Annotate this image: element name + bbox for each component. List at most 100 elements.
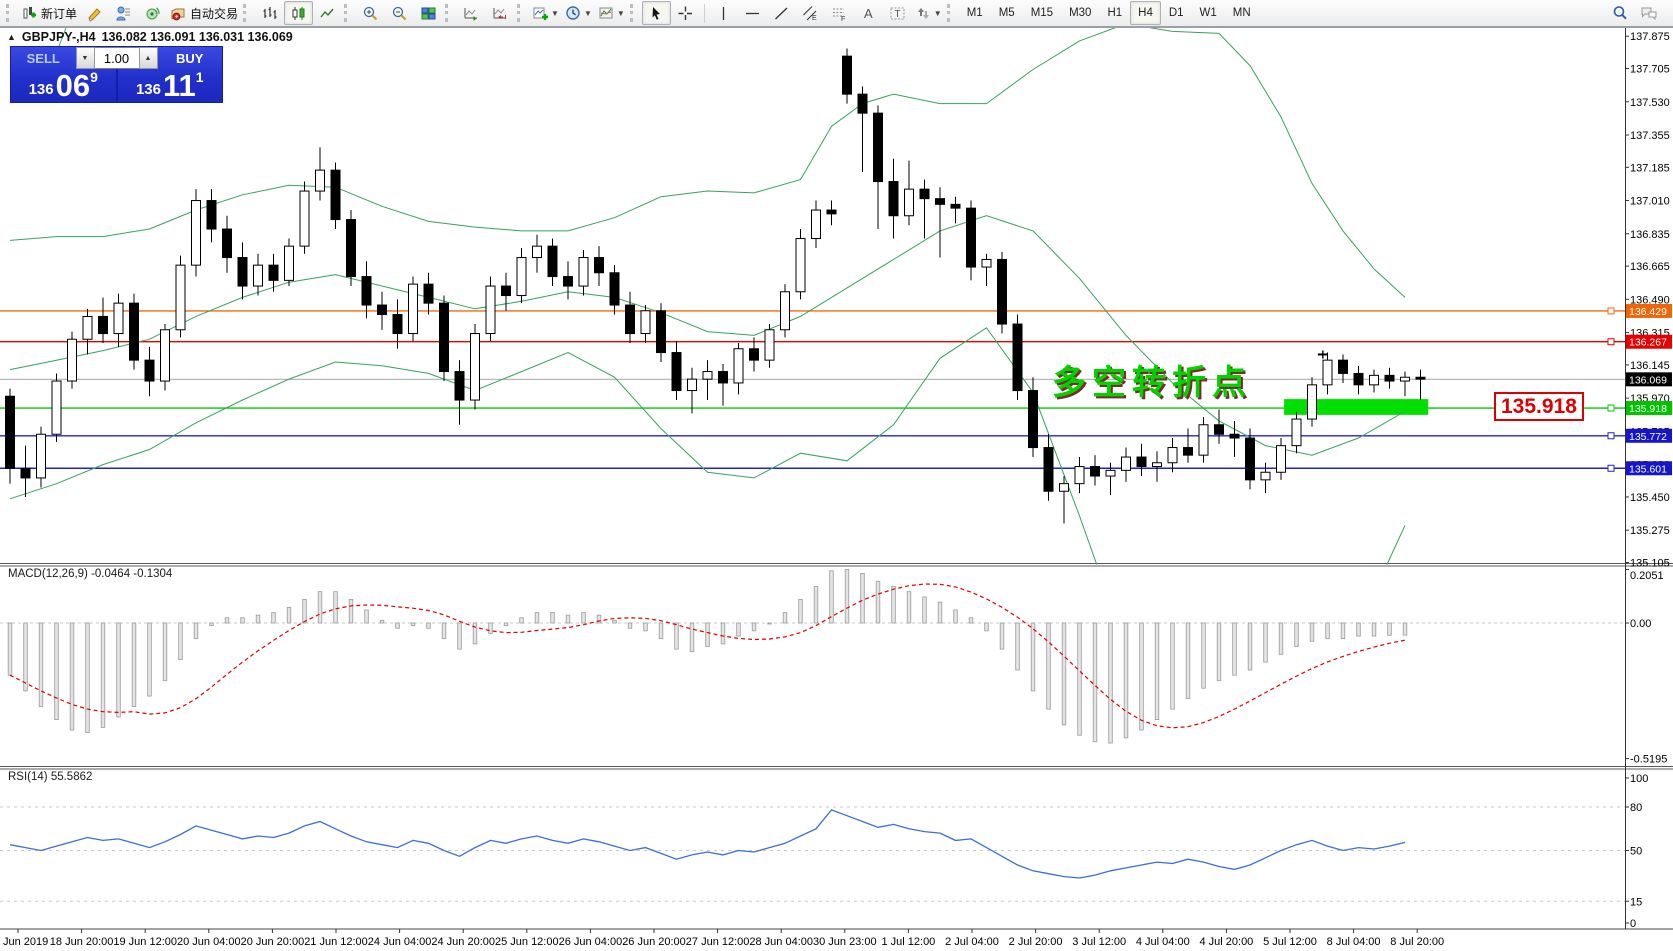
zoom-out-button[interactable] — [385, 1, 414, 25]
search-icon — [1613, 6, 1627, 20]
macd-histogram-bar — [1108, 622, 1113, 744]
timeframe-button-MN[interactable]: MN — [1232, 7, 1251, 19]
signal-button[interactable] — [138, 1, 167, 25]
timeframe-button-M1[interactable]: M1 — [966, 7, 983, 19]
crosshair-button[interactable] — [671, 1, 700, 25]
bollinger-bands — [9, 28, 1406, 565]
candle-down — [842, 55, 852, 95]
candle-up — [1260, 471, 1271, 481]
chart-shift-button[interactable] — [486, 1, 515, 25]
signal-icon — [146, 6, 160, 19]
candle-up — [1105, 469, 1116, 477]
candle-down — [330, 169, 341, 221]
candle-up — [284, 245, 294, 281]
sell-button[interactable]: SELL — [26, 50, 60, 66]
timeframe-bar: M1 M5 M15 M30 H1 H4 D1 W1 MN — [959, 1, 1259, 25]
timeframe-button-W1[interactable]: W1 — [1199, 7, 1217, 19]
timeframe-button-D1[interactable]: D1 — [1168, 7, 1184, 19]
toolbar-grip[interactable] — [946, 4, 955, 22]
templates-button[interactable]: ▼ — [595, 1, 628, 25]
rsi-tick-label: 80 — [1630, 802, 1642, 814]
collapse-trade-panel-arrow[interactable]: ▲ — [7, 32, 16, 42]
fibonacci-button[interactable]: F — [825, 1, 854, 25]
highlight-rectangle[interactable] — [1284, 399, 1429, 415]
cursor-button[interactable] — [641, 1, 671, 25]
volume-input[interactable] — [94, 47, 139, 69]
toolbar-grip[interactable] — [243, 4, 251, 22]
candle-down — [749, 348, 759, 361]
macd-histogram-bar — [937, 601, 943, 624]
buy-button[interactable]: BUY — [176, 50, 204, 66]
timeframe-button-M15[interactable]: M15 — [1030, 7, 1054, 19]
candle-up — [578, 257, 589, 287]
macd-histogram-bar — [224, 617, 230, 624]
price-label-box[interactable]: 135.918 — [1494, 392, 1584, 421]
candle-down — [392, 314, 403, 335]
vertical-line-button[interactable] — [709, 1, 738, 25]
new-chart-button[interactable] — [80, 1, 109, 25]
macd-histogram-bar — [1232, 622, 1237, 676]
time-tick-label: 30 Jun 23:00 — [813, 936, 877, 948]
new-order-button[interactable]: 新订单 — [18, 1, 80, 25]
rsi-line — [9, 809, 1406, 879]
chat-button[interactable] — [1634, 1, 1663, 25]
candle-down — [671, 352, 682, 392]
macd-histogram-bar — [1278, 622, 1284, 655]
autotrading-button[interactable]: 自动交易 — [167, 1, 241, 25]
ohlc-values: 136.082 136.091 136.031 136.069 — [101, 30, 293, 44]
buy-price[interactable]: 136 11 1 — [118, 69, 223, 102]
text-button[interactable]: A — [854, 1, 883, 25]
timeframe-button-M30[interactable]: M30 — [1069, 7, 1092, 19]
macd-histogram-bar — [736, 622, 741, 637]
bar-chart-button[interactable] — [255, 1, 284, 25]
candlestick-chart-button[interactable] — [284, 1, 314, 25]
candle-up — [408, 283, 418, 335]
toolbar-grip[interactable] — [344, 4, 352, 22]
toolbar-grip[interactable] — [445, 4, 453, 22]
toolbar-grip[interactable] — [6, 4, 14, 22]
candle-up — [687, 378, 697, 392]
volume-decrease-button[interactable]: ▼ — [75, 47, 95, 69]
toolbar-grip[interactable] — [629, 4, 638, 22]
horizontal-level-lines[interactable] — [0, 307, 1625, 472]
equidistant-channel-button[interactable]: E — [796, 1, 825, 25]
timeframe-button-M5[interactable]: M5 — [998, 7, 1015, 19]
auto-scroll-icon — [464, 7, 478, 21]
candle-down — [1229, 433, 1240, 439]
candle-down — [950, 203, 961, 209]
toolbar-grip[interactable] — [517, 4, 525, 22]
trendline-button[interactable] — [767, 1, 796, 25]
sell-price-sup: 9 — [90, 69, 98, 85]
text-label-button[interactable]: T — [883, 1, 912, 25]
search-button[interactable] — [1605, 1, 1634, 25]
candle-up — [299, 190, 310, 247]
macd-histogram-bar — [705, 622, 710, 647]
auto-scroll-button[interactable] — [457, 1, 486, 25]
line-anchor-handle — [1607, 464, 1615, 472]
horizontal-line-button[interactable] — [738, 1, 767, 25]
time-tick-label: 21 Jun 12:00 — [304, 936, 368, 948]
candle-up — [981, 258, 992, 268]
timeframe-button-H1[interactable]: H1 — [1107, 7, 1123, 19]
candle-down — [1090, 466, 1100, 477]
periods-button[interactable]: ▼ — [562, 1, 595, 25]
macd-histogram-bar — [1092, 622, 1098, 743]
indicators-button[interactable]: ▼ — [529, 1, 562, 25]
macd-histogram-bar — [1046, 622, 1051, 710]
line-chart-button[interactable] — [313, 1, 342, 25]
chart-text-annotation[interactable]: 多空转折点 — [1052, 364, 1252, 402]
sell-price[interactable]: 136 06 9 — [11, 69, 116, 102]
macd-histogram-bar — [689, 622, 695, 653]
volume-increase-button[interactable]: ▲ — [138, 47, 158, 69]
candle-up — [532, 245, 542, 259]
time-tick-label: 24 Jun 20:00 — [431, 936, 495, 948]
arrows-button[interactable]: ▼ — [912, 1, 945, 25]
candle-up — [82, 315, 93, 340]
timeframe-button-H4[interactable]: H4 — [1130, 1, 1161, 25]
tile-windows-button[interactable] — [414, 1, 443, 25]
time-tick-label: 2 Jul 04:00 — [945, 936, 999, 948]
zoom-in-button[interactable] — [356, 1, 385, 25]
profiles-button[interactable] — [109, 1, 138, 25]
